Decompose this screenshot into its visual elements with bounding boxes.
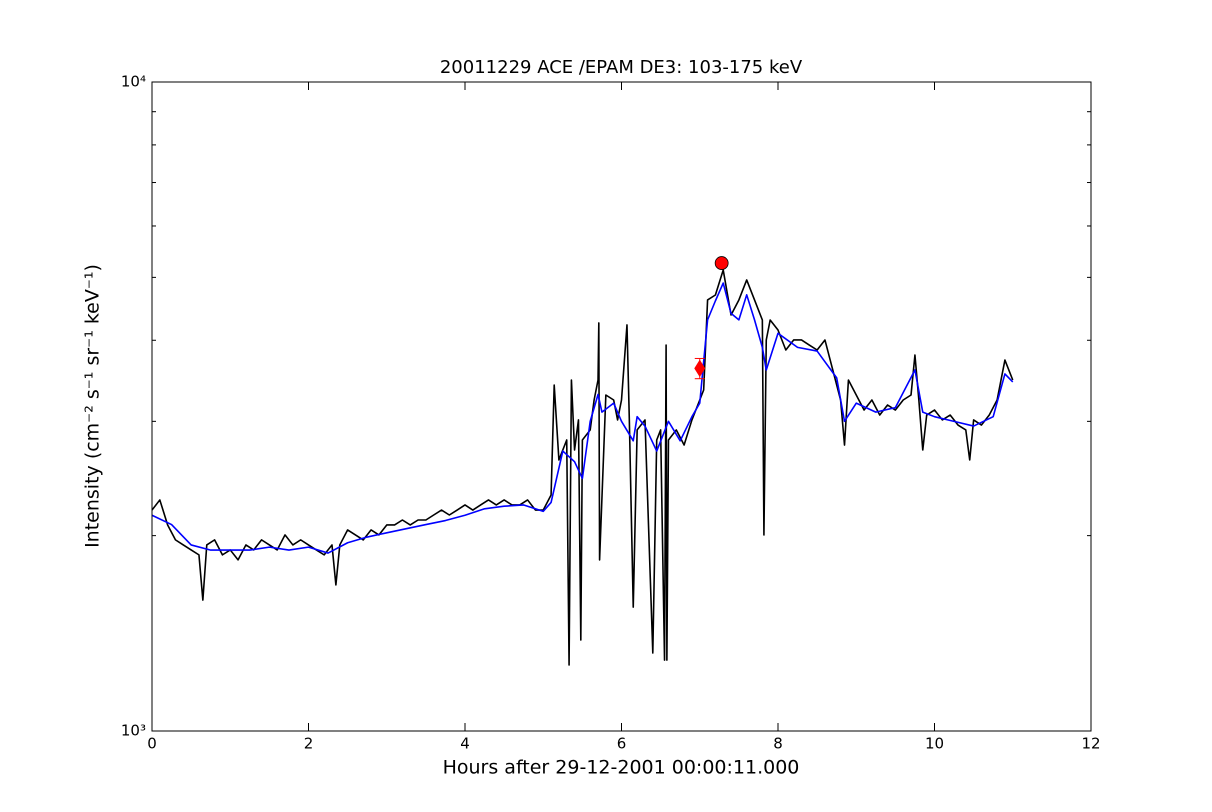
x-tick-label: 0 — [147, 735, 157, 753]
x-axis-label: Hours after 29-12-2001 00:00:11.000 — [443, 757, 800, 779]
marker-diamond — [694, 359, 706, 378]
x-tick-label: 6 — [617, 735, 627, 753]
series-line — [151, 282, 1014, 554]
y-tick-label: 10⁴ — [121, 73, 146, 91]
y-axis-label: Intensity (cm⁻² s⁻¹ sr⁻¹ keV⁻¹) — [82, 264, 104, 548]
x-tick-label: 4 — [460, 735, 470, 753]
x-tick-label: 8 — [773, 735, 783, 753]
x-tick-label: 12 — [1081, 735, 1100, 753]
marker-circle — [714, 256, 729, 270]
series-line — [151, 269, 1014, 666]
x-tick-label: 2 — [304, 735, 314, 753]
x-tick-label: 10 — [925, 735, 944, 753]
y-tick-label: 10³ — [121, 722, 146, 740]
plot-frame — [151, 81, 1092, 732]
chart-title: 20011229 ACE /EPAM DE3: 103-175 keV — [440, 57, 803, 78]
